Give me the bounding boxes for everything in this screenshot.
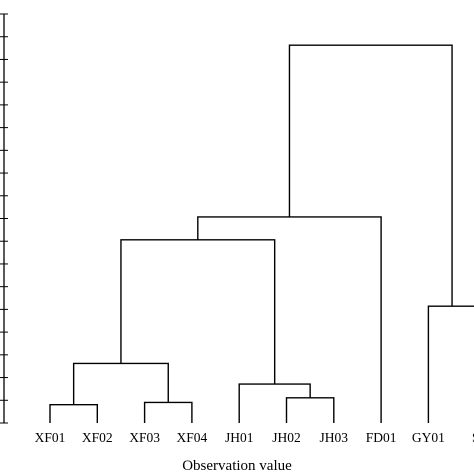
x-axis-title: Observation value [182, 458, 292, 474]
leaf-label: JH03 [320, 430, 349, 445]
leaf-label: XF02 [82, 430, 113, 445]
leaf-label: S [472, 430, 474, 445]
dendrogram-link [238, 383, 311, 423]
dendrogram-link [285, 397, 335, 423]
leaf-label: JH01 [225, 430, 254, 445]
y-axis [0, 13, 8, 424]
dendrogram-link [197, 216, 382, 423]
leaf-label: JH02 [272, 430, 301, 445]
dendrogram-link [72, 362, 169, 405]
leaf-label: XF03 [129, 430, 160, 445]
dendrogram-link [288, 44, 453, 307]
dendrogram-links [49, 44, 474, 423]
dendrogram-link [143, 401, 193, 423]
leaf-labels: XF01 XF02 XF03 XF04 JH01 JH02 JH03 FD01 GY01 S [35, 430, 474, 445]
dendrogram-link [49, 403, 98, 423]
dendrogram-link [120, 239, 276, 385]
leaf-label: XF01 [35, 430, 66, 445]
leaf-label: GY01 [412, 430, 445, 445]
leaf-label: XF04 [177, 430, 208, 445]
dendrogram-link [427, 305, 474, 423]
leaf-label: FD01 [366, 430, 397, 445]
